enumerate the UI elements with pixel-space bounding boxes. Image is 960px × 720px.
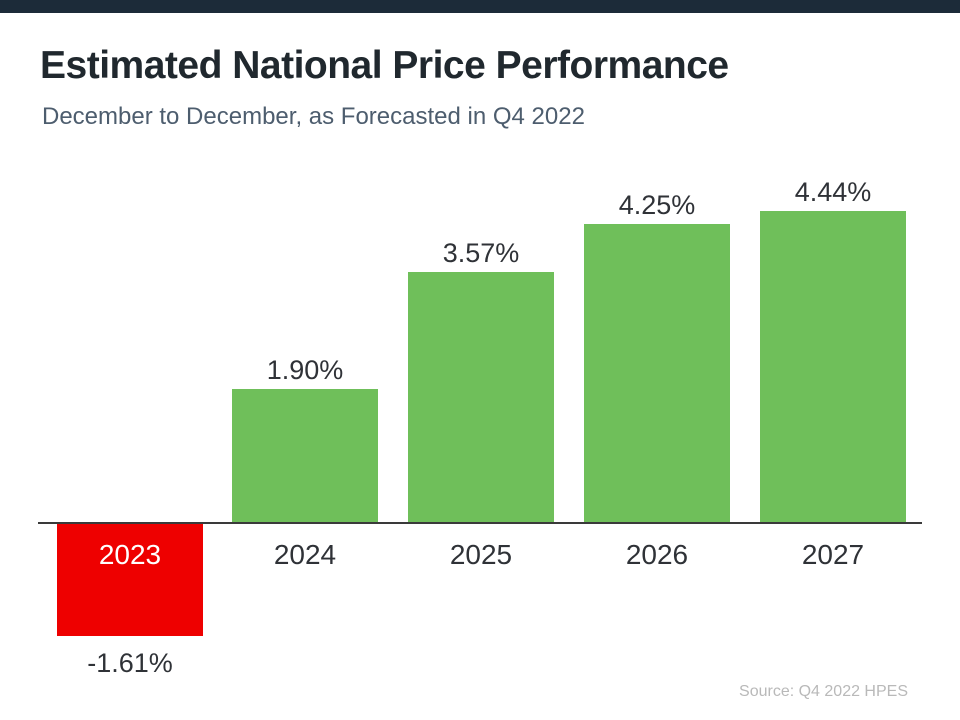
bar-2025	[408, 272, 554, 523]
bar-2024	[232, 389, 378, 523]
page-title: Estimated National Price Performance	[40, 44, 729, 87]
value-label-2023: -1.61%	[87, 648, 173, 678]
bar-2023	[57, 523, 203, 636]
source-note: Source: Q4 2022 HPES	[739, 683, 908, 700]
value-label-2024: 1.90%	[266, 355, 344, 385]
year-label-2023: 2023	[98, 539, 162, 570]
x-axis-line	[38, 522, 922, 524]
bar-2026	[584, 224, 730, 523]
year-label-2024: 2024	[273, 539, 337, 570]
top-accent-bar	[0, 0, 960, 13]
year-label-2026: 2026	[625, 539, 689, 570]
value-label-2025: 3.57%	[442, 238, 520, 268]
year-label-2025: 2025	[449, 539, 513, 570]
value-label-2027: 4.44%	[794, 177, 872, 207]
year-label-2027: 2027	[801, 539, 865, 570]
page-subtitle: December to December, as Forecasted in Q…	[42, 103, 585, 130]
bar-2027	[760, 211, 906, 523]
value-label-2026: 4.25%	[618, 190, 696, 220]
